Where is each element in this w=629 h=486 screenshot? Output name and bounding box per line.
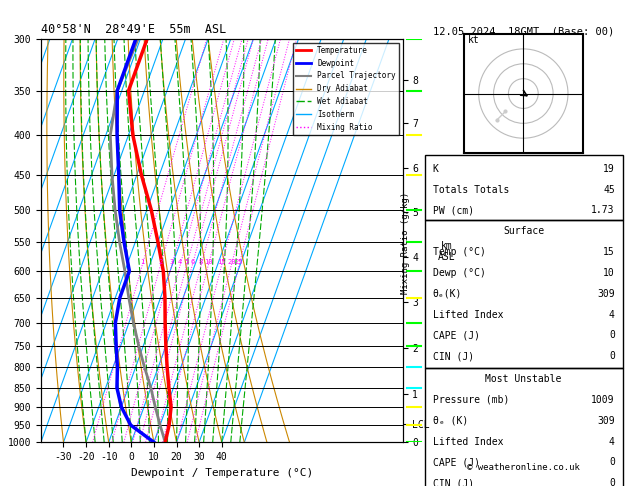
Text: Lifted Index: Lifted Index [433, 436, 503, 447]
Text: Most Unstable: Most Unstable [486, 374, 562, 384]
Text: Pressure (mb): Pressure (mb) [433, 395, 509, 405]
Text: CAPE (J): CAPE (J) [433, 330, 479, 340]
X-axis label: Dewpoint / Temperature (°C): Dewpoint / Temperature (°C) [131, 468, 313, 478]
Text: 1009: 1009 [591, 395, 615, 405]
Bar [425, 220, 623, 368]
Text: Mixing Ratio (g/kg): Mixing Ratio (g/kg) [401, 192, 410, 294]
Text: 309: 309 [597, 416, 615, 426]
Text: 4: 4 [609, 310, 615, 320]
Text: 0: 0 [609, 478, 615, 486]
Text: 4: 4 [178, 260, 182, 265]
Y-axis label: km
ASL: km ASL [438, 241, 455, 262]
Text: Surface: Surface [503, 226, 544, 237]
Text: 5: 5 [184, 260, 189, 265]
Text: 309: 309 [597, 289, 615, 299]
Text: θₑ (K): θₑ (K) [433, 416, 468, 426]
Text: Totals Totals: Totals Totals [433, 185, 509, 195]
Text: 19: 19 [603, 164, 615, 174]
Bar [425, 156, 623, 220]
Text: K: K [433, 164, 438, 174]
Text: CIN (J): CIN (J) [433, 351, 474, 361]
Y-axis label: hPa: hPa [0, 230, 2, 251]
Text: θₑ(K): θₑ(K) [433, 289, 462, 299]
Text: 25: 25 [235, 260, 243, 265]
Text: 45: 45 [603, 185, 615, 195]
Text: 12.05.2024  18GMT  (Base: 00): 12.05.2024 18GMT (Base: 00) [433, 26, 615, 36]
Text: 1: 1 [140, 260, 144, 265]
Text: 0: 0 [609, 351, 615, 361]
Text: 15: 15 [217, 260, 226, 265]
Text: 10: 10 [603, 268, 615, 278]
Text: Dewp (°C): Dewp (°C) [433, 268, 486, 278]
Text: Temp (°C): Temp (°C) [433, 247, 486, 257]
Text: 6: 6 [190, 260, 194, 265]
Text: 40°58'N  28°49'E  55m  ASL: 40°58'N 28°49'E 55m ASL [41, 23, 226, 36]
Text: 4: 4 [609, 436, 615, 447]
Text: kt: kt [468, 35, 480, 45]
Text: 0: 0 [609, 457, 615, 468]
Text: Lifted Index: Lifted Index [433, 310, 503, 320]
Text: 0: 0 [609, 330, 615, 340]
Bar [425, 368, 623, 486]
Text: 20: 20 [227, 260, 235, 265]
Text: 3: 3 [170, 260, 174, 265]
Text: CAPE (J): CAPE (J) [433, 457, 479, 468]
Text: 1.73: 1.73 [591, 206, 615, 215]
Text: PW (cm): PW (cm) [433, 206, 474, 215]
Text: © weatheronline.co.uk: © weatheronline.co.uk [467, 463, 580, 471]
Text: 8: 8 [199, 260, 203, 265]
Text: CIN (J): CIN (J) [433, 478, 474, 486]
Text: 15: 15 [603, 247, 615, 257]
Text: 2: 2 [159, 260, 162, 265]
Legend: Temperature, Dewpoint, Parcel Trajectory, Dry Adiabat, Wet Adiabat, Isotherm, Mi: Temperature, Dewpoint, Parcel Trajectory… [292, 43, 399, 135]
Text: 10: 10 [204, 260, 213, 265]
